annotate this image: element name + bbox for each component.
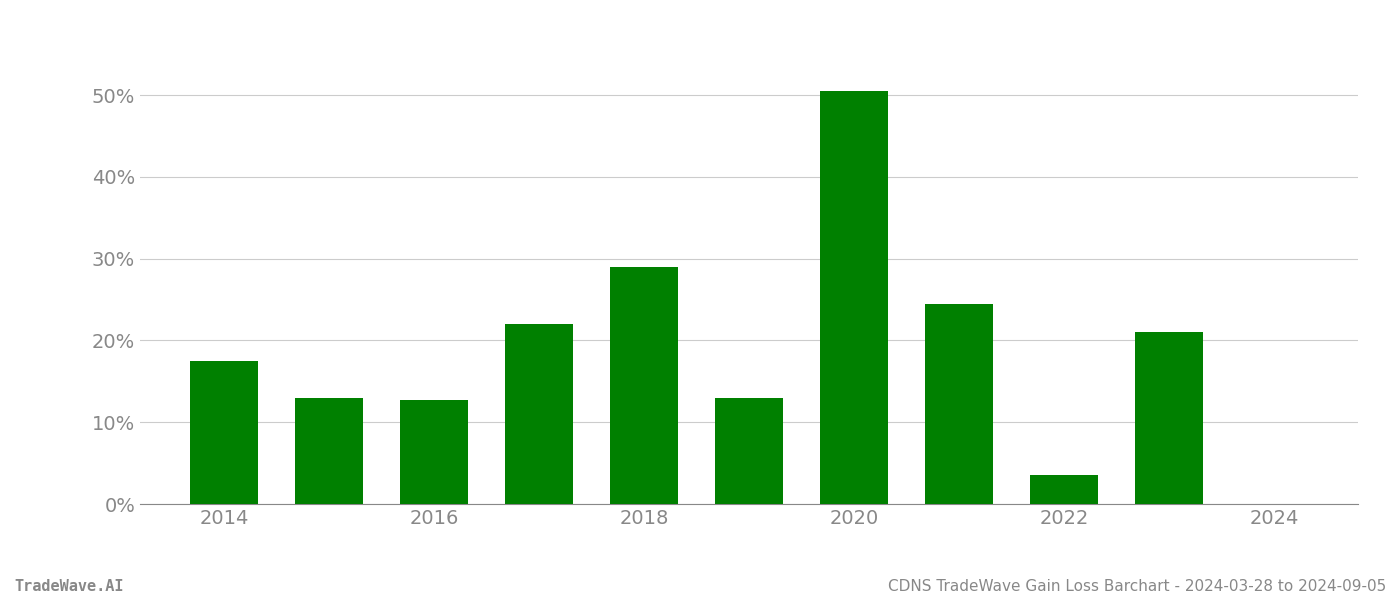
Text: TradeWave.AI: TradeWave.AI bbox=[14, 579, 123, 594]
Bar bbox=[925, 304, 993, 504]
Bar bbox=[190, 361, 258, 504]
Bar bbox=[505, 324, 573, 504]
Bar bbox=[295, 398, 363, 504]
Bar bbox=[400, 400, 468, 504]
Bar bbox=[820, 91, 888, 504]
Bar bbox=[1135, 332, 1203, 504]
Bar bbox=[610, 267, 678, 504]
Bar bbox=[715, 398, 783, 504]
Text: CDNS TradeWave Gain Loss Barchart - 2024-03-28 to 2024-09-05: CDNS TradeWave Gain Loss Barchart - 2024… bbox=[888, 579, 1386, 594]
Bar bbox=[1030, 475, 1098, 504]
